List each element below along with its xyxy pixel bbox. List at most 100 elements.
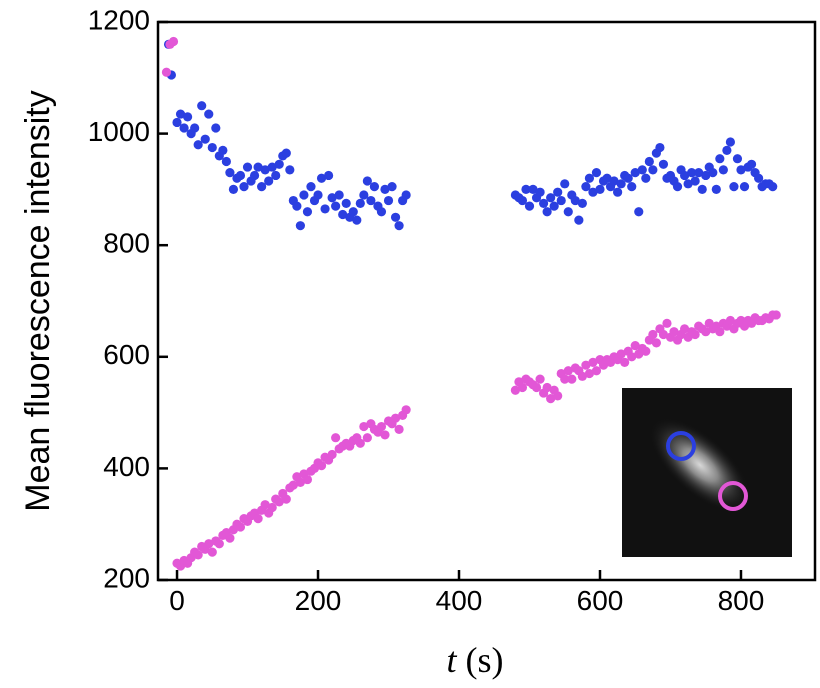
data-point xyxy=(271,170,281,181)
data-point xyxy=(584,173,595,183)
data-point xyxy=(535,187,545,197)
data-point xyxy=(588,187,598,197)
data-point xyxy=(701,170,711,181)
x-tick-label: 0 xyxy=(169,585,185,616)
data-point xyxy=(334,190,344,200)
data-point xyxy=(274,497,284,507)
data-point xyxy=(637,165,647,175)
data-point xyxy=(672,182,683,192)
data-point xyxy=(630,341,640,351)
data-point xyxy=(355,438,365,448)
data-point xyxy=(316,461,327,471)
data-point xyxy=(260,500,270,510)
data-point xyxy=(299,190,309,200)
data-point xyxy=(591,168,602,178)
data-point xyxy=(715,327,725,337)
data-point xyxy=(651,338,661,348)
data-point xyxy=(725,315,736,326)
data-point xyxy=(341,198,351,208)
x-axis-label: t (s) xyxy=(446,640,503,680)
data-point xyxy=(207,142,217,153)
data-point xyxy=(352,215,362,225)
data-point xyxy=(694,168,704,178)
data-point xyxy=(348,207,358,217)
data-point xyxy=(648,329,658,340)
data-point xyxy=(542,382,552,393)
data-point xyxy=(697,184,707,194)
data-point xyxy=(560,179,570,189)
x-tick-label: 200 xyxy=(295,585,342,616)
data-point xyxy=(711,184,721,194)
data-point xyxy=(641,346,651,356)
data-point xyxy=(687,168,697,178)
data-point xyxy=(390,212,401,222)
data-point xyxy=(549,201,559,211)
data-point xyxy=(560,374,570,384)
data-point xyxy=(292,201,302,211)
data-point xyxy=(729,182,739,192)
data-point xyxy=(225,533,235,543)
data-point xyxy=(574,215,584,225)
data-point xyxy=(225,168,235,178)
data-point xyxy=(563,366,573,376)
data-point xyxy=(306,182,316,192)
data-point xyxy=(183,112,193,122)
data-point xyxy=(771,310,781,320)
data-point xyxy=(739,182,750,192)
data-point xyxy=(218,145,228,155)
data-point xyxy=(538,198,549,208)
data-point xyxy=(235,170,246,181)
data-point xyxy=(179,123,189,133)
data-point xyxy=(732,154,743,164)
roi-magenta xyxy=(718,481,748,511)
y-tick-label: 600 xyxy=(103,339,150,370)
data-point xyxy=(161,67,172,77)
x-axis-unit: (s) xyxy=(466,640,504,680)
x-tick-label: 600 xyxy=(577,585,624,616)
data-point xyxy=(620,357,630,367)
data-point xyxy=(581,360,591,370)
plot-frame xyxy=(156,20,817,582)
data-point xyxy=(302,207,313,217)
data-point xyxy=(288,480,298,490)
data-point xyxy=(380,184,390,194)
data-point xyxy=(570,195,580,206)
data-point xyxy=(190,123,200,133)
y-tick-label: 1000 xyxy=(88,116,150,147)
data-point xyxy=(553,391,563,401)
data-point xyxy=(679,170,690,181)
data-point xyxy=(630,168,640,178)
data-point xyxy=(627,352,637,362)
data-point xyxy=(383,195,394,206)
data-point xyxy=(281,494,291,504)
data-point xyxy=(623,173,633,183)
data-point xyxy=(228,184,239,194)
data-point xyxy=(249,170,260,181)
data-point xyxy=(669,327,679,337)
y-tick-label: 800 xyxy=(103,228,150,259)
data-point xyxy=(214,539,224,549)
data-point xyxy=(595,184,605,194)
data-point xyxy=(627,182,637,192)
data-point xyxy=(355,198,365,208)
data-point xyxy=(563,207,573,217)
data-point xyxy=(221,156,231,167)
data-point xyxy=(295,477,305,487)
data-point xyxy=(362,176,372,186)
data-point xyxy=(267,162,277,172)
data-point xyxy=(253,162,263,172)
x-axis-symbol: t xyxy=(446,640,457,680)
data-point xyxy=(327,449,337,460)
data-point xyxy=(295,221,305,231)
data-point xyxy=(401,405,411,415)
data-point xyxy=(584,368,595,379)
data-point xyxy=(602,173,612,183)
data-point xyxy=(510,385,521,395)
data-point xyxy=(257,182,267,192)
data-point xyxy=(380,430,390,440)
data-point xyxy=(331,433,341,443)
data-point xyxy=(556,195,566,206)
data-point xyxy=(204,539,214,549)
data-point xyxy=(302,474,313,485)
data-point xyxy=(327,193,337,203)
